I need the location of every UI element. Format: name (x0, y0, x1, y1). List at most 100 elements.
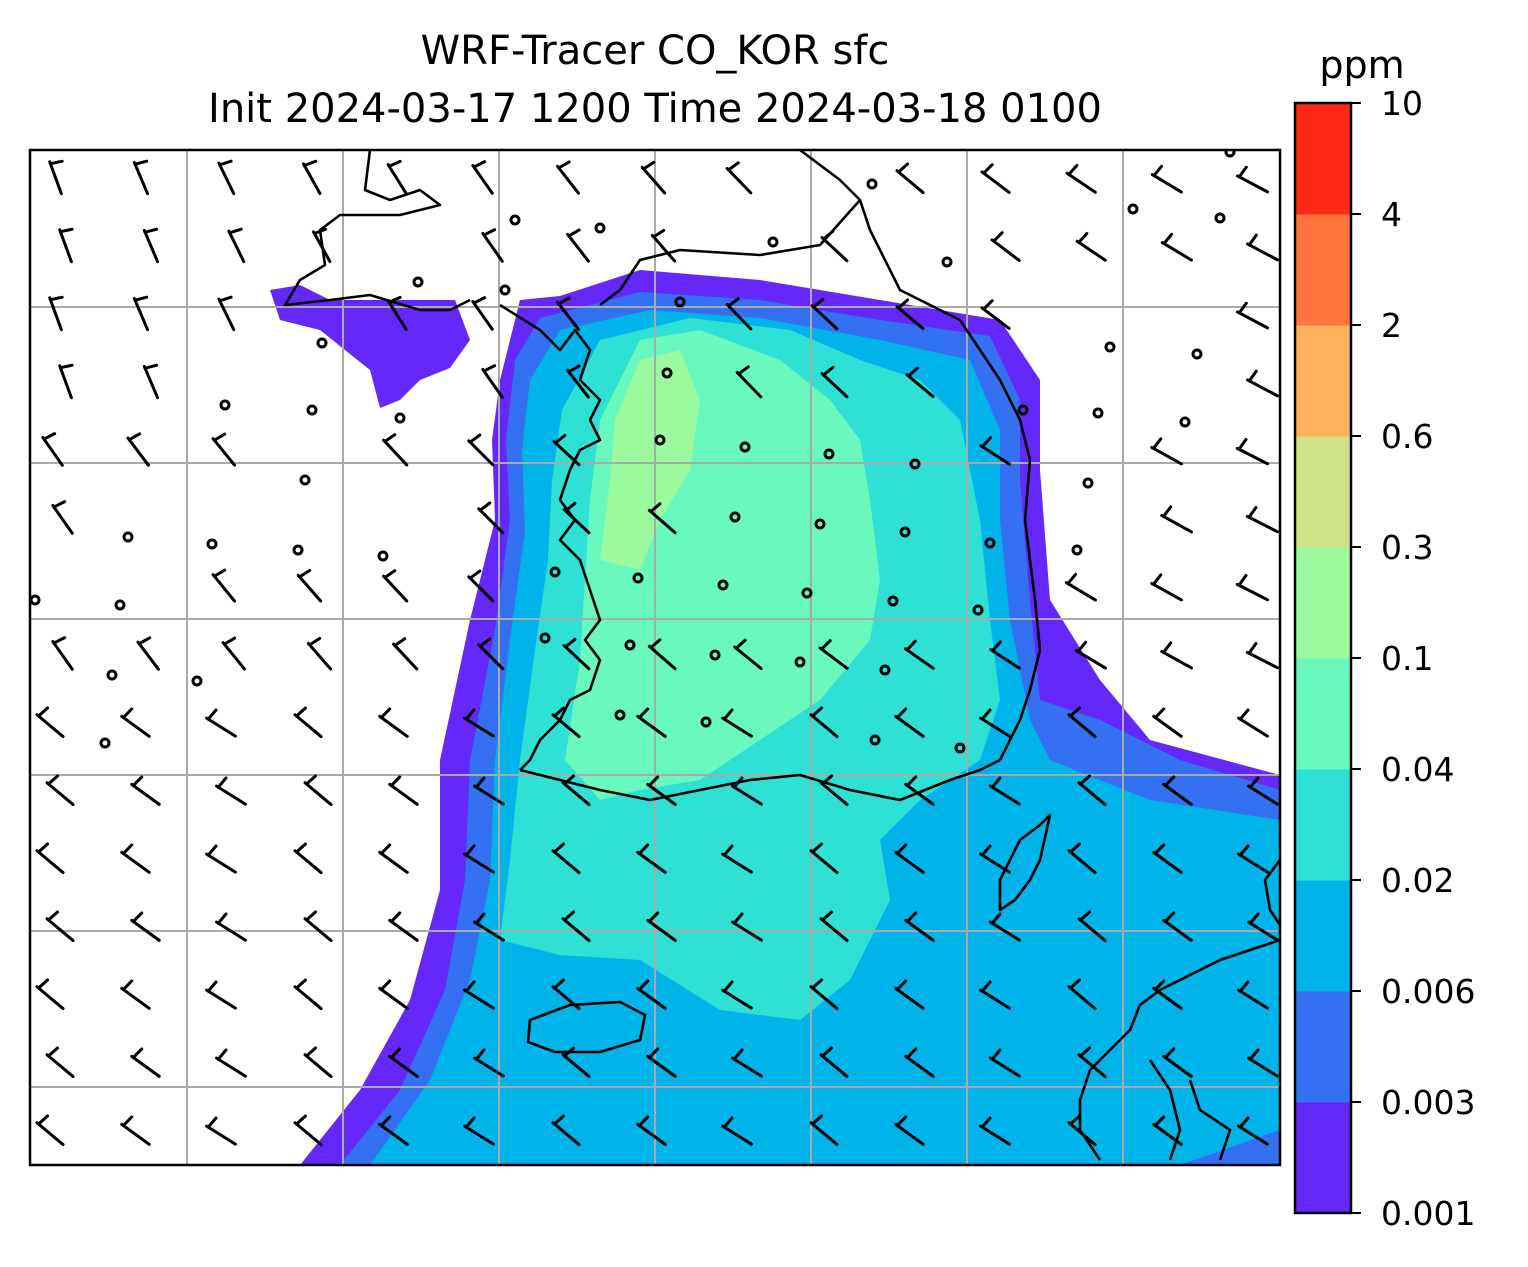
contour-level-0.1 (600, 350, 700, 570)
wind-barb (1075, 231, 1107, 262)
wind-barb (120, 979, 151, 1010)
wind-barb (989, 912, 1021, 942)
japan-honshu-coastline (1263, 859, 1280, 926)
wind-barb (126, 432, 150, 467)
colorbar-tick-label: 0.006 (1381, 972, 1475, 1011)
wind-barb (481, 228, 504, 263)
wind-barb (980, 299, 1011, 330)
calm-marker (594, 222, 606, 234)
colorbar-tick-label: 10 (1381, 84, 1423, 123)
map-frame (28, 148, 1282, 1167)
calm-marker (412, 276, 424, 288)
calm-marker (306, 404, 318, 416)
contour-level-0.001-nw (270, 285, 470, 408)
wind-barb (205, 844, 237, 874)
wind-barb (35, 842, 65, 875)
wind-barb (120, 843, 151, 874)
wind-barb (636, 979, 667, 1010)
calm-marker (661, 367, 673, 379)
wind-barb (142, 227, 160, 264)
calm-marker (941, 256, 953, 268)
wind-barb (1162, 775, 1193, 806)
wind-barb (1246, 369, 1280, 398)
wind-barb (721, 980, 753, 1010)
colorbar-tick-label: 0.1 (1381, 639, 1433, 678)
wind-barb (731, 1048, 763, 1078)
wind-barb (205, 1116, 237, 1146)
wind-barb (1235, 573, 1270, 602)
wind-barb (904, 775, 935, 806)
wind-barb (35, 706, 65, 739)
colorbar-segment (1295, 547, 1351, 659)
chart-title: WRF-Tracer CO_KOR sfc (420, 28, 890, 74)
coastline-layer (283, 150, 1280, 1161)
wind-barb (809, 1114, 839, 1147)
calm-marker (654, 434, 666, 446)
wind-barb (215, 776, 247, 806)
wind-barb (556, 296, 580, 331)
wind-barb (1237, 708, 1269, 738)
wind-barb (1067, 978, 1097, 1011)
colorbar-segment (1295, 769, 1351, 881)
wind-barb (1067, 706, 1097, 739)
wind-barb (48, 159, 64, 196)
calm-marker (614, 709, 626, 721)
wind-barb (388, 911, 419, 942)
wind-barb (58, 227, 74, 264)
wind-barb (819, 774, 849, 807)
wind-barb (471, 160, 494, 195)
colorbar-segment (1295, 658, 1351, 770)
wind-barb (1237, 844, 1269, 874)
wind-barb (205, 708, 237, 738)
wind-barb (1077, 1046, 1107, 1079)
calm-marker (729, 511, 741, 523)
chart-subtitle: Init 2024-03-17 1200 Time 2024-03-18 010… (208, 86, 1102, 132)
wind-barb (386, 295, 408, 331)
wind-barb (306, 636, 333, 671)
wind-barb (646, 911, 677, 942)
wind-barb (1247, 912, 1279, 942)
calm-marker (674, 296, 686, 308)
colorbar-tick-label: 0.04 (1381, 750, 1454, 789)
lat-lon-gridlines (30, 150, 1280, 1165)
wind-barb (1162, 1047, 1193, 1078)
wind-barb (551, 1114, 581, 1147)
wind-barb (467, 433, 495, 467)
wind-barbs-layer (35, 159, 1280, 1147)
wind-barb (132, 159, 150, 196)
wind-barb (221, 636, 247, 671)
wind-barb (809, 842, 839, 875)
wind-barb (731, 776, 763, 806)
calm-marker (99, 737, 111, 749)
wind-barb (217, 159, 236, 196)
colorbar-segment (1295, 325, 1351, 437)
calm-marker (377, 550, 389, 562)
colorbar-tick-label: 0.001 (1381, 1194, 1475, 1233)
tsushima-outline (998, 813, 1052, 912)
wind-barb (388, 775, 419, 806)
wind-barb (1150, 437, 1183, 466)
north-korea-coastline (599, 150, 862, 307)
calm-marker (299, 474, 311, 486)
wind-barb (471, 296, 494, 331)
wind-barb (733, 638, 763, 671)
wind-barb (1077, 774, 1107, 807)
wind-barb (566, 228, 590, 263)
wind-barb (1245, 641, 1280, 670)
wind-barb (809, 978, 839, 1011)
wind-barb (904, 1047, 935, 1078)
wind-barb (215, 912, 247, 942)
wind-barb (989, 640, 1021, 670)
wind-barb (1152, 979, 1183, 1010)
wind-barb (895, 298, 925, 331)
calm-marker (814, 518, 826, 530)
wind-barb (378, 1115, 409, 1146)
wind-barb (378, 707, 409, 738)
calm-marker (1214, 212, 1226, 224)
calm-marker (632, 572, 644, 584)
wind-barb (1160, 505, 1193, 534)
wind-barb (561, 910, 591, 943)
colorbar-tick-label: 2 (1381, 306, 1402, 345)
wind-barb (1152, 707, 1183, 738)
